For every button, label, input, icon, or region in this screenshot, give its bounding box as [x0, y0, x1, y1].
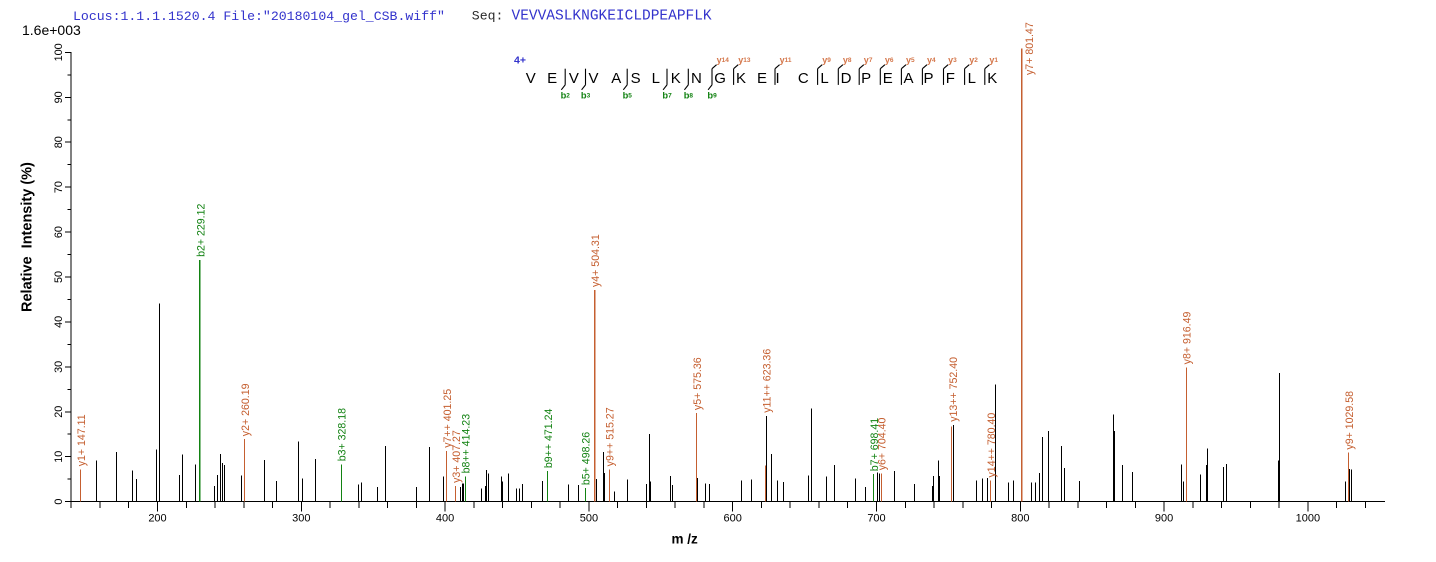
svg-text:30: 30	[53, 361, 65, 373]
svg-text:Relative Intensity (%): Relative Intensity (%)	[20, 162, 36, 312]
svg-text:y4: y4	[927, 55, 936, 65]
svg-text:VEVVASLKNGKEICLDPEAPFLK: VEVVASLKNGKEICLDPEAPFLK	[512, 9, 712, 25]
svg-text:b5: b5	[623, 91, 633, 101]
svg-text:70: 70	[53, 181, 65, 193]
svg-text:E: E	[547, 70, 557, 87]
svg-text:1000: 1000	[1296, 513, 1320, 525]
svg-text:y13++ 752.40: y13++ 752.40	[948, 357, 960, 422]
svg-text:b2+ 229.12: b2+ 229.12	[195, 203, 207, 256]
svg-text:A: A	[903, 70, 913, 87]
svg-text:y13: y13	[738, 55, 751, 65]
svg-text:700: 700	[867, 513, 885, 525]
svg-text:V: V	[526, 70, 536, 87]
svg-text:10: 10	[53, 451, 65, 463]
svg-text:b9: b9	[707, 91, 717, 101]
svg-text:b5+ 498.26: b5+ 498.26	[581, 432, 593, 485]
svg-text:200: 200	[148, 513, 166, 525]
svg-text:y3+ 407.27: y3+ 407.27	[451, 430, 463, 483]
svg-text:P: P	[923, 70, 933, 87]
svg-text:b7+ 698.41: b7+ 698.41	[869, 418, 881, 471]
svg-text:40: 40	[53, 316, 65, 328]
svg-text:S: S	[631, 70, 641, 87]
svg-text:E: E	[883, 70, 893, 87]
svg-text:600: 600	[724, 513, 742, 525]
svg-text:m /z: m /z	[671, 532, 698, 547]
svg-text:b2: b2	[561, 91, 571, 101]
svg-text:y7+ 801.47: y7+ 801.47	[1024, 22, 1036, 75]
svg-text:50: 50	[53, 271, 65, 283]
svg-text:20: 20	[53, 406, 65, 418]
svg-text:I: I	[776, 70, 780, 87]
svg-text:y9+ 1029.58: y9+ 1029.58	[1344, 391, 1356, 450]
svg-text:b7: b7	[662, 91, 672, 101]
svg-text:F: F	[946, 70, 955, 87]
svg-text:y8+ 916.49: y8+ 916.49	[1182, 311, 1194, 364]
svg-text:L: L	[968, 70, 976, 87]
svg-text:y14: y14	[717, 55, 730, 65]
svg-text:y9++ 515.27: y9++ 515.27	[605, 407, 617, 466]
svg-text:y6+ 704.40: y6+ 704.40	[877, 417, 889, 470]
svg-text:b8++ 414.23: b8++ 414.23	[461, 414, 473, 474]
svg-text:400: 400	[436, 513, 454, 525]
svg-text:y2+ 260.19: y2+ 260.19	[240, 383, 252, 436]
svg-text:V: V	[569, 70, 579, 87]
svg-text:K: K	[987, 70, 997, 87]
svg-text:P: P	[861, 70, 871, 87]
svg-text:L: L	[820, 70, 828, 87]
svg-text:y6: y6	[885, 55, 894, 65]
svg-text:A: A	[611, 70, 621, 87]
svg-text:y1: y1	[989, 55, 998, 65]
svg-text:G: G	[714, 70, 726, 87]
svg-text:y9: y9	[822, 55, 831, 65]
svg-text:V: V	[588, 70, 598, 87]
svg-text:K: K	[671, 70, 681, 87]
svg-text:y11: y11	[780, 55, 792, 65]
svg-text:y5+ 575.36: y5+ 575.36	[692, 357, 704, 410]
svg-text:500: 500	[580, 513, 598, 525]
svg-text:y5: y5	[906, 55, 915, 65]
svg-text:60: 60	[53, 226, 65, 238]
svg-text:K: K	[736, 70, 746, 87]
svg-text:100: 100	[53, 43, 65, 61]
svg-text:80: 80	[53, 136, 65, 148]
svg-text:y14++ 780.40: y14++ 780.40	[986, 413, 998, 478]
svg-text:y2: y2	[969, 55, 978, 65]
svg-text:Seq:: Seq:	[472, 9, 504, 24]
svg-text:y11++ 623.36: y11++ 623.36	[761, 349, 773, 413]
svg-text:y7: y7	[864, 55, 873, 65]
svg-text:E: E	[757, 70, 767, 87]
svg-text:0: 0	[53, 499, 65, 505]
svg-text:C: C	[798, 70, 809, 87]
svg-text:y7++ 401.25: y7++ 401.25	[442, 389, 454, 448]
svg-text:300: 300	[292, 513, 310, 525]
svg-text:4+: 4+	[514, 55, 526, 67]
svg-text:y1+ 147.11: y1+ 147.11	[76, 414, 88, 466]
svg-text:Locus:1.1.1.1520.4 File:"20180: Locus:1.1.1.1520.4 File:"20180104_gel_CS…	[73, 9, 445, 24]
svg-text:y8: y8	[843, 55, 852, 65]
svg-text:y4+ 504.31: y4+ 504.31	[590, 234, 602, 287]
svg-text:D: D	[841, 70, 852, 87]
svg-text:90: 90	[53, 91, 65, 103]
svg-text:y3: y3	[948, 55, 957, 65]
svg-text:N: N	[691, 70, 702, 87]
svg-text:b9++ 471.24: b9++ 471.24	[543, 408, 555, 468]
svg-text:900: 900	[1155, 513, 1173, 525]
svg-text:L: L	[652, 70, 660, 87]
svg-text:b3: b3	[581, 91, 591, 101]
svg-text:1.6e+003: 1.6e+003	[22, 22, 81, 38]
svg-text:b3+ 328.18: b3+ 328.18	[337, 408, 349, 461]
svg-text:800: 800	[1011, 513, 1029, 525]
svg-text:b8: b8	[684, 91, 694, 101]
